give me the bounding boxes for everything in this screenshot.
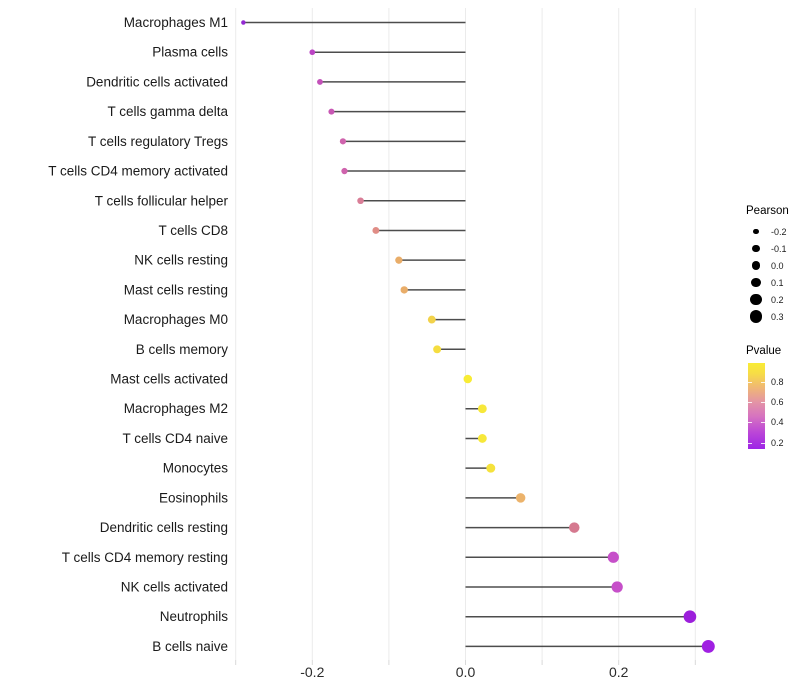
colorbar-tick-mark xyxy=(748,443,752,444)
legend-size-label: 0.0 xyxy=(771,260,784,271)
category-label: Mast cells resting xyxy=(124,282,228,297)
colorbar-tick-mark xyxy=(761,422,765,423)
colorbar-tick-label: 0.6 xyxy=(771,397,784,407)
category-label: T cells gamma delta xyxy=(107,104,228,119)
lollipop-dot xyxy=(683,610,697,624)
legend-size-dot xyxy=(752,244,760,253)
legend-pearson: Pearson -0.2 -0.1 0.0 0.1 0.2 0.3 xyxy=(746,205,800,325)
legend-size-dot-cell xyxy=(746,293,766,306)
legend-size-entry: 0.1 xyxy=(746,274,800,291)
colorbar-tick-label: 0.4 xyxy=(771,417,784,427)
legend-size-dot-cell xyxy=(746,228,766,235)
category-label: T cells regulatory Tregs xyxy=(88,134,228,149)
legend-size-label: -0.2 xyxy=(771,226,787,237)
legend-size-dot xyxy=(749,310,763,323)
legend-size-label: 0.1 xyxy=(771,277,784,288)
legend-size-dot xyxy=(751,261,761,270)
lollipop-dot xyxy=(433,345,442,354)
lollipop-dot xyxy=(607,551,619,563)
legend-size-label: -0.1 xyxy=(771,243,787,254)
legend-pvalue-title: Pvalue xyxy=(746,345,782,357)
lollipop-dot xyxy=(427,315,436,324)
colorbar-tick-label: 0.2 xyxy=(771,438,784,448)
legend-size-dot-cell xyxy=(746,261,766,270)
category-label: Macrophages M0 xyxy=(124,312,228,327)
lollipop-dot xyxy=(309,49,316,56)
category-label: Plasma cells xyxy=(152,45,228,60)
legend-size-label: 0.2 xyxy=(771,294,784,305)
category-label: NK cells resting xyxy=(134,253,228,268)
lollipop-dot xyxy=(357,197,364,205)
lollipop-dot xyxy=(241,20,246,25)
category-label: T cells CD4 naive xyxy=(122,431,228,446)
category-label: Dendritic cells activated xyxy=(86,74,228,89)
lollipop-dot xyxy=(611,581,623,593)
pvalue-colorbar xyxy=(748,363,765,449)
legend-size-dot xyxy=(750,293,762,306)
colorbar-tick-mark xyxy=(761,402,765,403)
category-label: Macrophages M1 xyxy=(124,15,228,30)
lollipop-dot xyxy=(477,404,487,414)
legend-size-entry: 0.3 xyxy=(746,308,800,325)
lollipop-dot xyxy=(372,227,380,234)
lollipop-dot xyxy=(569,522,580,533)
lollipop-dot xyxy=(395,256,403,264)
category-label: Eosinophils xyxy=(159,490,228,505)
category-label: T cells CD4 memory activated xyxy=(48,164,228,179)
lollipop-dot xyxy=(317,79,323,85)
x-tick-label: -0.2 xyxy=(300,664,324,680)
lollipop-dot xyxy=(400,286,408,294)
lollipop-dot xyxy=(701,639,715,653)
category-label: Dendritic cells resting xyxy=(100,520,228,535)
colorbar-tick-mark xyxy=(761,443,765,444)
x-tick-label: 0.0 xyxy=(456,664,476,680)
legend-size-dot-cell xyxy=(746,310,766,323)
category-label: Neutrophils xyxy=(160,609,229,624)
x-tick-label: 0.2 xyxy=(609,664,629,680)
lollipop-dot xyxy=(341,167,348,175)
category-label: T cells CD8 xyxy=(158,223,228,238)
lollipop-dot xyxy=(339,138,347,145)
lollipop-dot xyxy=(486,463,496,473)
legend-size-label: 0.3 xyxy=(771,311,784,322)
legend-pearson-entries: -0.2 -0.1 0.0 0.1 0.2 0.3 xyxy=(746,223,800,325)
colorbar-tick-label: 0.8 xyxy=(771,377,784,387)
category-label: B cells memory xyxy=(136,342,229,357)
category-label: T cells CD4 memory resting xyxy=(62,550,228,565)
category-label: Monocytes xyxy=(163,461,229,476)
legend-size-entry: 0.0 xyxy=(746,257,800,274)
category-label: Macrophages M2 xyxy=(124,401,228,416)
lollipop-dot xyxy=(477,434,487,443)
category-label: NK cells activated xyxy=(121,579,228,594)
colorbar-tick-mark xyxy=(748,382,752,383)
legend-size-dot xyxy=(753,228,759,235)
legend-pearson-title: Pearson xyxy=(746,205,789,217)
legend-size-dot xyxy=(751,277,761,288)
lollipop-dot xyxy=(515,493,526,503)
colorbar-tick-mark xyxy=(761,382,765,383)
pvalue-colorbar-wrap: 0.8 0.6 0.4 0.2 xyxy=(746,363,800,449)
legend-size-entry: 0.2 xyxy=(746,291,800,308)
colorbar-tick-mark xyxy=(748,402,752,403)
lollipop-dot xyxy=(463,374,473,384)
legend-size-dot-cell xyxy=(746,277,766,288)
legend-pvalue: Pvalue 0.8 0.6 0.4 0.2 xyxy=(746,345,800,449)
legend-size-entry: -0.1 xyxy=(746,240,800,257)
legend-size-entry: -0.2 xyxy=(746,223,800,240)
lollipop-dot xyxy=(328,108,335,115)
colorbar-tick-mark xyxy=(748,422,752,423)
category-label: T cells follicular helper xyxy=(95,193,229,208)
legend-size-dot-cell xyxy=(746,244,766,253)
category-label: Mast cells activated xyxy=(110,372,228,387)
category-label: B cells naive xyxy=(152,639,228,654)
